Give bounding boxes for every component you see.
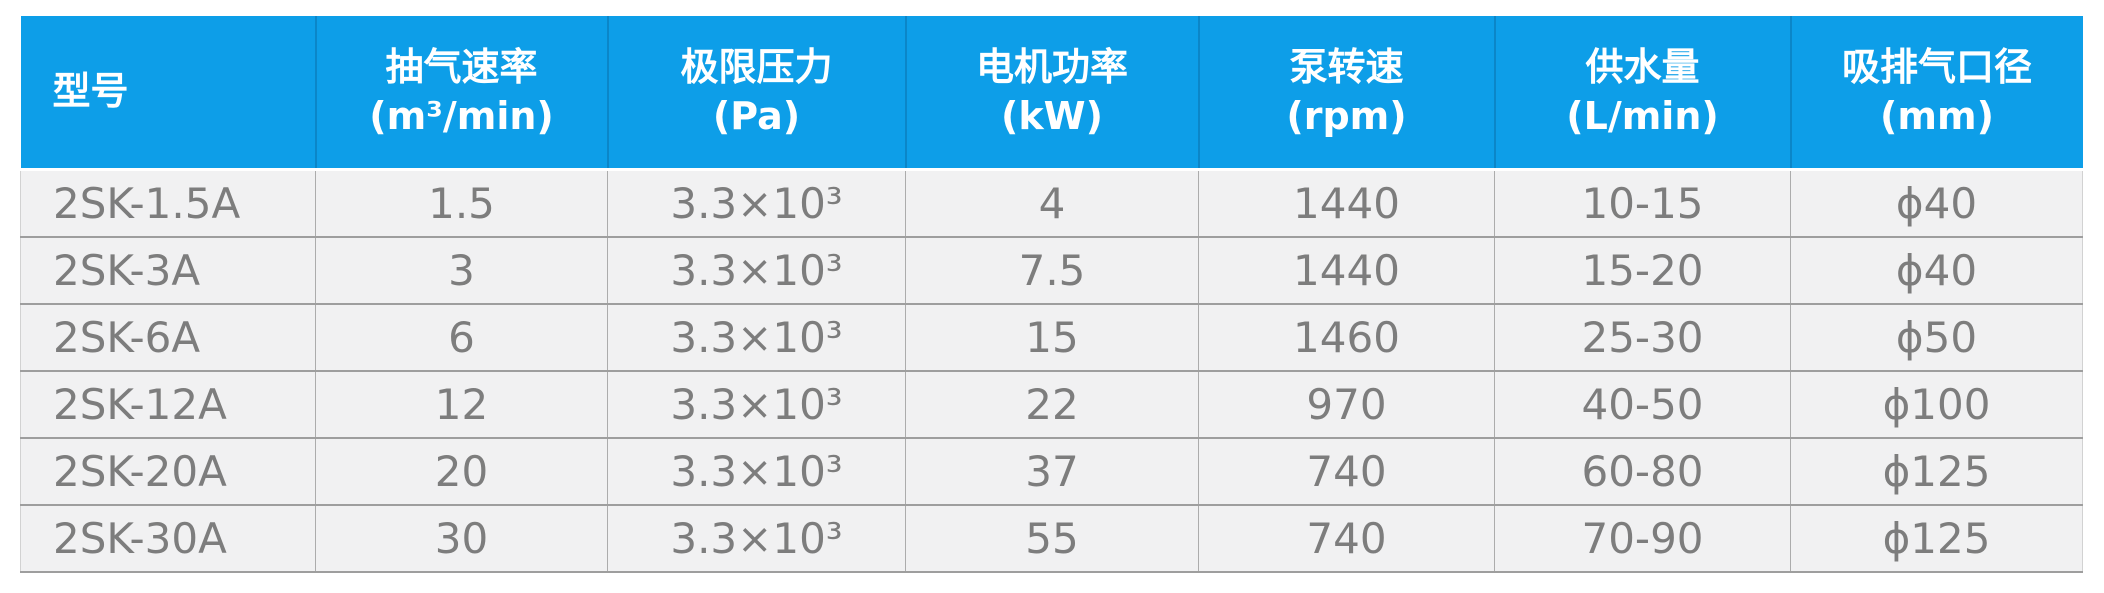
cell-pumping-speed: 30 — [315, 504, 608, 573]
cell-motor-power: 7.5 — [905, 236, 1199, 304]
cell-port-diameter: ϕ50 — [1790, 303, 2083, 371]
col-header-unit: (Pa) — [712, 94, 801, 138]
spec-table: 型号 抽气速率 (m³/min) 极限压力 (Pa) 电机功率 (kW) 泵转速… — [20, 16, 2083, 573]
col-header-water-supply: 供水量 (L/min) — [1493, 16, 1791, 170]
col-header-unit: (rpm) — [1286, 94, 1407, 138]
cell-pump-rpm: 1460 — [1198, 303, 1495, 371]
cell-model: 2SK-1.5A — [20, 168, 316, 237]
table-body: 2SK-1.5A 1.5 3.3×10³ 4 1440 10-15 ϕ40 2S… — [20, 168, 2083, 573]
cell-pumping-speed: 3 — [315, 236, 608, 304]
table-row: 2SK-30A 30 3.3×10³ 55 740 70-90 ϕ125 — [20, 504, 2083, 573]
cell-pump-rpm: 1440 — [1198, 236, 1495, 304]
cell-model: 2SK-12A — [20, 370, 316, 438]
cell-water-supply: 40-50 — [1494, 370, 1791, 438]
col-header-unit: (mm) — [1880, 94, 1994, 138]
cell-motor-power: 4 — [905, 168, 1199, 237]
cell-water-supply: 60-80 — [1494, 437, 1791, 505]
col-header-model: 型号 — [20, 16, 316, 170]
cell-ultimate-pressure: 3.3×10³ — [607, 370, 906, 438]
col-header-unit: (m³/min) — [369, 94, 554, 138]
col-header-label: 极限压力 — [680, 44, 833, 89]
cell-ultimate-pressure: 3.3×10³ — [607, 236, 906, 304]
cell-pumping-speed: 6 — [315, 303, 608, 371]
cell-ultimate-pressure: 3.3×10³ — [607, 303, 906, 371]
cell-ultimate-pressure: 3.3×10³ — [607, 504, 906, 573]
cell-pump-rpm: 970 — [1198, 370, 1495, 438]
col-header-port-diameter: 吸排气口径 (mm) — [1789, 16, 2083, 170]
header-row: 型号 抽气速率 (m³/min) 极限压力 (Pa) 电机功率 (kW) 泵转速… — [20, 16, 2083, 170]
cell-pump-rpm: 740 — [1198, 437, 1495, 505]
cell-port-diameter: ϕ40 — [1790, 168, 2083, 237]
cell-ultimate-pressure: 3.3×10³ — [607, 168, 906, 237]
table-row: 2SK-20A 20 3.3×10³ 37 740 60-80 ϕ125 — [20, 437, 2083, 505]
cell-model: 2SK-30A — [20, 504, 316, 573]
cell-motor-power: 55 — [905, 504, 1199, 573]
col-header-label: 电机功率 — [975, 44, 1128, 89]
col-header-motor-power: 电机功率 (kW) — [904, 16, 1199, 170]
cell-motor-power: 22 — [905, 370, 1199, 438]
cell-pumping-speed: 1.5 — [315, 168, 608, 237]
col-header-label: 泵转速 — [1289, 44, 1404, 89]
cell-motor-power: 37 — [905, 437, 1199, 505]
cell-water-supply: 10-15 — [1494, 168, 1791, 237]
cell-water-supply: 70-90 — [1494, 504, 1791, 573]
col-header-ultimate-pressure: 极限压力 (Pa) — [606, 16, 906, 170]
cell-model: 2SK-3A — [20, 236, 316, 304]
cell-pump-rpm: 740 — [1198, 504, 1495, 573]
cell-model: 2SK-6A — [20, 303, 316, 371]
col-header-label: 吸排气口径 — [1841, 44, 2032, 89]
col-header-pump-rpm: 泵转速 (rpm) — [1197, 16, 1495, 170]
cell-port-diameter: ϕ40 — [1790, 236, 2083, 304]
cell-model: 2SK-20A — [20, 437, 316, 505]
col-header-label: 供水量 — [1585, 44, 1700, 89]
col-header-label: 抽气速率 — [385, 44, 538, 89]
col-header-label: 型号 — [52, 69, 129, 114]
cell-motor-power: 15 — [905, 303, 1199, 371]
cell-water-supply: 25-30 — [1494, 303, 1791, 371]
table-row: 2SK-3A 3 3.3×10³ 7.5 1440 15-20 ϕ40 — [20, 236, 2083, 304]
col-header-unit: (kW) — [1001, 94, 1103, 138]
cell-port-diameter: ϕ125 — [1790, 437, 2083, 505]
table-row: 2SK-1.5A 1.5 3.3×10³ 4 1440 10-15 ϕ40 — [20, 168, 2083, 237]
col-header-unit: (L/min) — [1566, 94, 1719, 138]
cell-ultimate-pressure: 3.3×10³ — [607, 437, 906, 505]
col-header-pumping-speed: 抽气速率 (m³/min) — [314, 16, 608, 170]
cell-pumping-speed: 20 — [315, 437, 608, 505]
cell-port-diameter: ϕ125 — [1790, 504, 2083, 573]
table-header: 型号 抽气速率 (m³/min) 极限压力 (Pa) 电机功率 (kW) 泵转速… — [20, 16, 2083, 170]
cell-pump-rpm: 1440 — [1198, 168, 1495, 237]
cell-water-supply: 15-20 — [1494, 236, 1791, 304]
cell-pumping-speed: 12 — [315, 370, 608, 438]
cell-port-diameter: ϕ100 — [1790, 370, 2083, 438]
table-row: 2SK-12A 12 3.3×10³ 22 970 40-50 ϕ100 — [20, 370, 2083, 438]
table-row: 2SK-6A 6 3.3×10³ 15 1460 25-30 ϕ50 — [20, 303, 2083, 371]
